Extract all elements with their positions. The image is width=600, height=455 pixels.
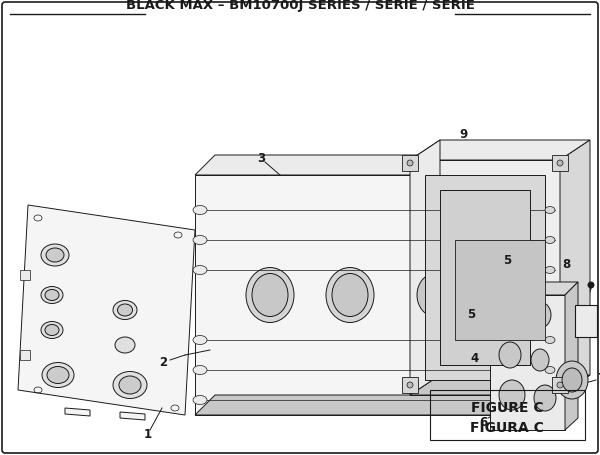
Polygon shape <box>195 395 560 415</box>
Ellipse shape <box>511 278 529 292</box>
Text: 4: 4 <box>471 352 479 364</box>
Ellipse shape <box>534 385 556 411</box>
Text: 3: 3 <box>257 152 265 165</box>
Ellipse shape <box>499 380 525 410</box>
Ellipse shape <box>531 349 549 371</box>
Ellipse shape <box>499 342 521 368</box>
Polygon shape <box>425 175 545 380</box>
Polygon shape <box>195 155 560 175</box>
Ellipse shape <box>41 287 63 303</box>
Text: 9: 9 <box>460 127 468 141</box>
Text: 8: 8 <box>562 258 570 272</box>
Polygon shape <box>410 375 590 395</box>
Polygon shape <box>560 140 590 395</box>
Ellipse shape <box>545 396 555 404</box>
Bar <box>430 390 585 440</box>
Ellipse shape <box>118 304 133 316</box>
Ellipse shape <box>407 382 413 388</box>
Polygon shape <box>410 160 560 395</box>
Ellipse shape <box>119 376 141 394</box>
Ellipse shape <box>496 299 524 331</box>
Text: 2: 2 <box>159 357 167 369</box>
Ellipse shape <box>115 337 135 353</box>
Ellipse shape <box>113 300 137 319</box>
Ellipse shape <box>246 268 294 323</box>
Polygon shape <box>565 282 578 430</box>
Ellipse shape <box>193 395 207 404</box>
Ellipse shape <box>193 266 207 274</box>
Text: 5: 5 <box>503 254 511 268</box>
Ellipse shape <box>545 366 555 374</box>
Polygon shape <box>490 295 565 430</box>
Text: BLACK MAX – BM10700J SERIES / SÉRIE / SERIE: BLACK MAX – BM10700J SERIES / SÉRIE / SE… <box>125 0 475 12</box>
Ellipse shape <box>45 324 59 335</box>
Ellipse shape <box>556 361 588 399</box>
Bar <box>455 240 545 340</box>
Polygon shape <box>440 190 530 365</box>
Polygon shape <box>18 205 195 415</box>
Bar <box>20 350 30 360</box>
Ellipse shape <box>545 237 555 243</box>
Ellipse shape <box>193 236 207 244</box>
Polygon shape <box>65 408 90 416</box>
Ellipse shape <box>407 160 413 166</box>
Ellipse shape <box>545 207 555 213</box>
Ellipse shape <box>417 273 453 317</box>
Bar <box>575 305 597 337</box>
Ellipse shape <box>252 273 288 317</box>
Ellipse shape <box>193 365 207 374</box>
Polygon shape <box>120 412 145 420</box>
Text: FIGURE C: FIGURE C <box>470 401 544 415</box>
Bar <box>402 155 418 171</box>
Ellipse shape <box>484 291 516 329</box>
Bar <box>552 377 568 393</box>
Ellipse shape <box>42 363 74 388</box>
Ellipse shape <box>45 289 59 300</box>
Ellipse shape <box>193 206 207 214</box>
Bar <box>20 270 30 280</box>
Ellipse shape <box>529 302 551 328</box>
Ellipse shape <box>545 337 555 344</box>
Ellipse shape <box>588 282 594 288</box>
Bar <box>402 377 418 393</box>
Ellipse shape <box>332 273 368 317</box>
Ellipse shape <box>527 277 542 289</box>
Polygon shape <box>490 282 578 295</box>
Text: 5: 5 <box>467 308 475 322</box>
Ellipse shape <box>545 267 555 273</box>
Ellipse shape <box>557 382 563 388</box>
Ellipse shape <box>411 268 459 323</box>
Ellipse shape <box>326 268 374 323</box>
Text: 1: 1 <box>144 429 152 441</box>
Bar <box>552 155 568 171</box>
Ellipse shape <box>41 322 63 339</box>
Ellipse shape <box>557 160 563 166</box>
Polygon shape <box>410 140 440 395</box>
Ellipse shape <box>193 335 207 344</box>
Text: FIGURA C: FIGURA C <box>470 421 544 435</box>
Text: 7: 7 <box>597 371 600 384</box>
Ellipse shape <box>46 248 64 262</box>
Ellipse shape <box>113 371 147 399</box>
Ellipse shape <box>41 244 69 266</box>
Ellipse shape <box>562 368 582 392</box>
Polygon shape <box>540 155 560 415</box>
Polygon shape <box>195 175 540 415</box>
Ellipse shape <box>478 285 522 335</box>
Ellipse shape <box>47 366 69 384</box>
Polygon shape <box>410 140 590 160</box>
Text: 6: 6 <box>479 415 487 429</box>
